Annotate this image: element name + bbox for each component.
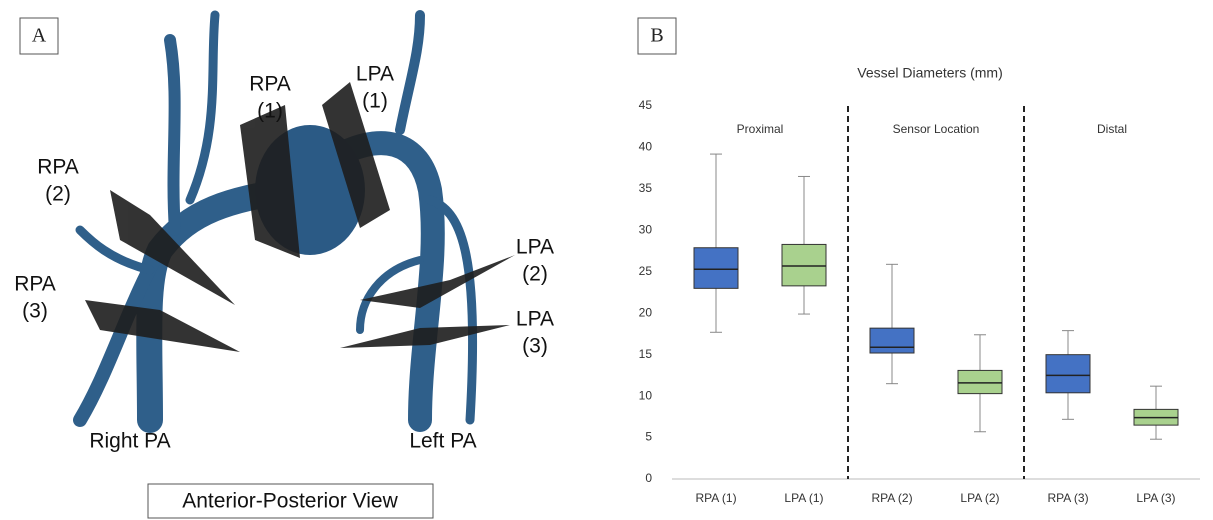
x-tick-label: RPA (1)	[695, 491, 736, 505]
y-tick-label: 5	[645, 430, 652, 444]
y-tick-label: 10	[639, 388, 653, 402]
annotation: RPA	[249, 73, 291, 96]
annotation: RPA	[14, 273, 56, 296]
caption: Anterior-Posterior View	[182, 490, 398, 513]
group-label: Sensor Location	[893, 122, 980, 136]
x-tick-label: LPA (3)	[1136, 491, 1175, 505]
group-label: Distal	[1097, 122, 1127, 136]
annotation: (3)	[522, 335, 548, 358]
box-plot: 0 5 10 15 20 25 30 35 40 45 Proximal Sensor Locatio…	[639, 98, 1200, 505]
y-tick-label: 15	[639, 347, 653, 361]
y-tick-label: 25	[639, 264, 653, 278]
annotation: (2)	[45, 183, 71, 206]
box	[870, 328, 914, 353]
y-tick-label: 40	[639, 140, 653, 154]
group-label: Proximal	[737, 122, 784, 136]
y-tick-label: 45	[639, 98, 653, 112]
panel-a-label: A	[32, 25, 47, 47]
box	[1046, 355, 1090, 393]
annotation: (3)	[22, 300, 48, 323]
annotation: LPA	[356, 63, 394, 86]
box	[958, 370, 1002, 393]
annotation: LPA	[516, 308, 554, 331]
y-tick-label: 0	[645, 471, 652, 485]
figure: A RPA (1) LPA (1) RPA (2) LPA (2) RPA (3) LPA (3) Ri…	[0, 0, 1213, 520]
box	[782, 244, 826, 285]
annotation: (1)	[257, 100, 283, 123]
chart-title: Vessel Diameters (mm)	[857, 65, 1002, 81]
x-tick-label: RPA (3)	[1047, 491, 1088, 505]
panel-b-label: B	[650, 25, 663, 47]
annotation: (2)	[522, 263, 548, 286]
annotation: LPA	[516, 236, 554, 259]
box	[694, 248, 738, 289]
x-tick-label: LPA (2)	[960, 491, 999, 505]
x-tick-label: LPA (1)	[784, 491, 823, 505]
y-tick-label: 35	[639, 181, 653, 195]
x-tick-label: RPA (2)	[871, 491, 912, 505]
annotation: RPA	[37, 156, 79, 179]
annotation: Left PA	[409, 430, 476, 453]
y-tick-label: 30	[639, 223, 653, 237]
annotation: Right PA	[89, 430, 170, 453]
y-tick-label: 20	[639, 305, 653, 319]
annotation: (1)	[362, 90, 388, 113]
